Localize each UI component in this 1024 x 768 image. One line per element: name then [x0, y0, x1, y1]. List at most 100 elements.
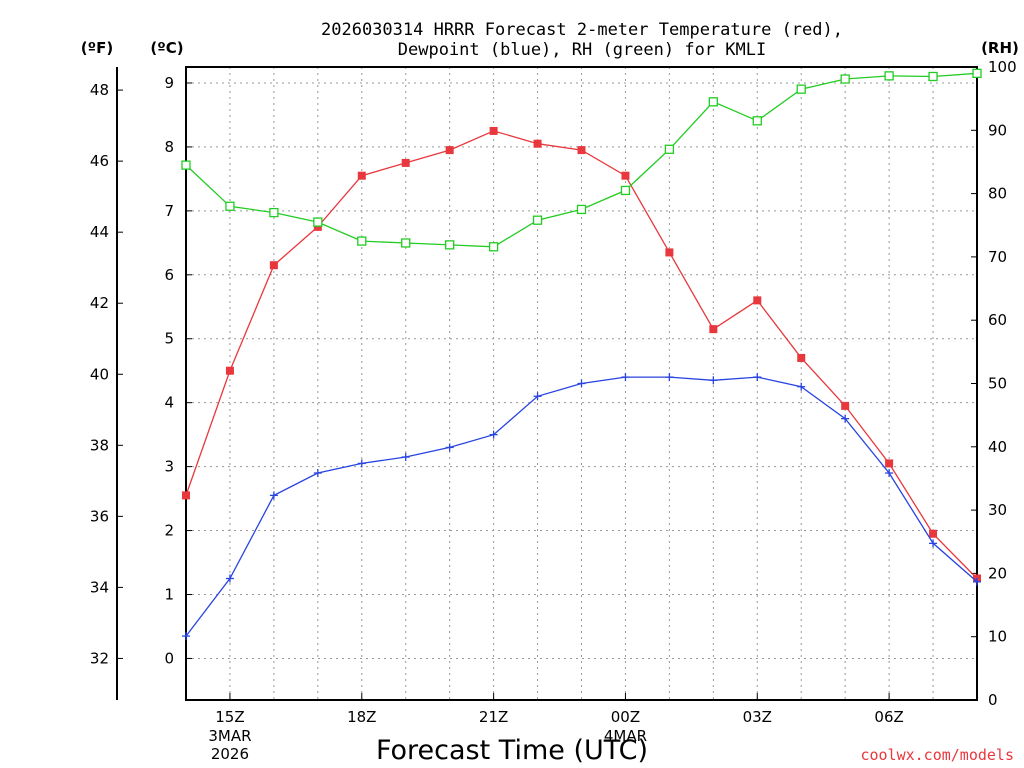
data-point-marker	[709, 376, 718, 385]
rh-tick-label: 30	[988, 501, 1007, 519]
data-point-marker	[445, 443, 454, 452]
rh-tick-label: 40	[988, 438, 1007, 456]
celsius-tick-label: 9	[164, 74, 174, 92]
fahrenheit-tick-label: 48	[90, 81, 109, 99]
data-point-marker	[973, 577, 981, 586]
data-point-marker	[664, 144, 675, 154]
data-point-marker	[928, 71, 938, 82]
data-point-marker	[885, 469, 894, 478]
x-tick-label: 15Z	[215, 708, 244, 726]
fahrenheit-tick-label: 46	[90, 152, 109, 170]
data-point-marker	[445, 146, 454, 155]
data-point-marker	[796, 84, 806, 94]
x-tick-label: 00Z	[611, 708, 640, 726]
data-point-marker	[313, 217, 323, 227]
data-point-marker	[665, 373, 674, 382]
fahrenheit-tick-label: 36	[90, 507, 109, 525]
data-point-marker	[709, 325, 718, 334]
celsius-tick-label: 0	[164, 649, 174, 667]
celsius-tick-label: 6	[164, 266, 174, 284]
data-point-marker	[576, 204, 587, 215]
series-relative-humidity	[181, 68, 982, 252]
data-point-marker	[269, 261, 278, 270]
fahrenheit-tick-label: 32	[90, 649, 109, 667]
rh-tick-label: 50	[988, 375, 1007, 393]
series-layer	[181, 68, 982, 641]
data-point-marker	[620, 185, 631, 196]
rh-unit-label: (RH)	[981, 39, 1019, 57]
data-point-marker	[753, 296, 762, 305]
rh-tick-label: 80	[988, 185, 1007, 203]
data-point-marker	[577, 379, 586, 388]
data-point-marker	[489, 126, 498, 135]
data-point-marker	[841, 401, 850, 410]
x-tick-sublabel: 2026	[211, 745, 249, 763]
celsius-tick-label: 5	[164, 330, 174, 348]
x-tick-label: 06Z	[874, 708, 903, 726]
data-point-marker	[445, 240, 455, 250]
data-point-marker	[929, 539, 938, 548]
data-point-marker	[621, 171, 630, 180]
celsius-tick-label: 4	[164, 394, 174, 412]
data-point-marker	[489, 430, 498, 439]
data-point-marker	[929, 529, 938, 538]
rh-tick-label: 90	[988, 121, 1007, 139]
rh-tick-label: 70	[988, 248, 1007, 266]
data-point-marker	[665, 248, 674, 257]
data-point-marker	[225, 574, 234, 583]
rh-tick-label: 100	[988, 58, 1017, 76]
x-axis-label: Forecast Time (UTC)	[376, 735, 648, 766]
fahrenheit-tick-label: 40	[90, 365, 109, 383]
series-dewpoint	[182, 373, 981, 641]
celsius-tick-label: 3	[164, 458, 174, 476]
credit-text: coolwx.com/models	[860, 746, 1014, 764]
data-point-marker	[840, 74, 850, 84]
rh-tick-label: 20	[988, 564, 1007, 582]
data-point-marker	[621, 373, 630, 382]
data-point-marker	[533, 392, 542, 401]
data-point-marker	[752, 116, 762, 126]
celsius-unit-label: (ºC)	[150, 39, 183, 57]
data-point-marker	[488, 242, 499, 252]
data-point-marker	[225, 201, 235, 211]
data-point-marker	[532, 215, 543, 225]
data-point-marker	[269, 207, 279, 218]
fahrenheit-tick-label: 42	[90, 294, 109, 312]
data-point-marker	[401, 453, 410, 462]
rh-tick-label: 10	[988, 628, 1007, 646]
data-point-marker	[182, 632, 190, 641]
data-point-marker	[753, 373, 762, 382]
celsius-tick-label: 2	[164, 522, 174, 540]
data-point-marker	[401, 158, 410, 167]
data-point-marker	[797, 353, 806, 362]
chart-title-line-1: 2026030314 HRRR Forecast 2-meter Tempera…	[321, 20, 843, 40]
x-tick-label: 03Z	[743, 708, 772, 726]
data-point-marker	[225, 366, 234, 375]
data-point-marker	[884, 71, 894, 81]
data-point-marker	[797, 382, 806, 391]
data-point-marker	[313, 469, 322, 478]
x-tick-sublabel: 3MAR	[208, 727, 251, 745]
data-point-marker	[357, 459, 366, 468]
celsius-tick-label: 7	[164, 202, 174, 220]
data-point-marker	[357, 236, 367, 246]
fahrenheit-tick-label: 44	[90, 223, 109, 241]
rh-tick-label: 60	[988, 311, 1007, 329]
data-point-marker	[269, 491, 278, 500]
data-point-marker	[401, 238, 411, 248]
data-point-marker	[357, 171, 366, 180]
data-point-marker	[708, 97, 718, 107]
data-point-marker	[313, 222, 322, 231]
data-point-marker	[972, 68, 982, 78]
data-point-marker	[533, 139, 542, 148]
celsius-tick-label: 8	[164, 138, 174, 156]
data-point-marker	[182, 491, 190, 500]
x-tick-label: 21Z	[479, 708, 508, 726]
x-tick-sublabel: 4MAR	[604, 727, 647, 745]
data-point-marker	[577, 146, 586, 155]
fahrenheit-tick-label: 38	[90, 436, 109, 454]
fahrenheit-unit-label: (ºF)	[81, 39, 113, 57]
x-tick-label: 18Z	[347, 708, 376, 726]
fahrenheit-tick-label: 34	[90, 578, 109, 596]
series-2-meter-temperature	[182, 126, 981, 583]
